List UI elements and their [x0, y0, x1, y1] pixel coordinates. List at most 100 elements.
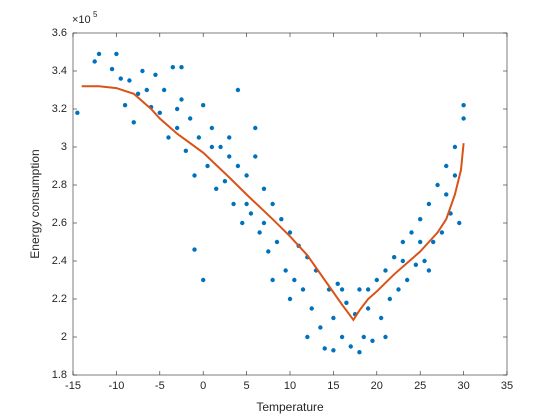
data-point	[166, 135, 171, 140]
y-tick-label: 3.6	[52, 27, 67, 39]
data-point	[426, 268, 432, 273]
data-point	[409, 230, 414, 235]
data-point	[218, 144, 223, 150]
data-point	[404, 277, 410, 283]
data-point	[179, 97, 184, 102]
data-point	[75, 110, 80, 116]
data-point	[270, 201, 275, 207]
x-tick-label: -10	[108, 380, 124, 392]
data-point	[435, 182, 440, 188]
data-point	[422, 258, 427, 264]
data-point	[131, 120, 136, 125]
data-point	[248, 211, 254, 216]
y-axis-label: Energy consumption	[28, 149, 42, 258]
x-tick-label: 0	[200, 380, 206, 392]
data-point	[253, 125, 258, 131]
data-point	[387, 296, 393, 302]
x-tick-label: 15	[327, 380, 339, 392]
data-point	[426, 201, 432, 207]
data-point	[461, 103, 466, 108]
data-point	[457, 220, 462, 226]
data-point	[157, 110, 162, 116]
data-point	[244, 201, 249, 207]
data-point	[283, 268, 288, 273]
data-point	[383, 268, 388, 273]
data-point	[135, 91, 141, 97]
data-point	[209, 144, 215, 150]
data-point	[357, 350, 362, 355]
data-point	[335, 281, 340, 286]
data-point	[357, 287, 362, 292]
data-point	[227, 135, 232, 140]
data-point	[92, 59, 97, 64]
data-point	[418, 239, 423, 245]
data-point	[179, 65, 184, 70]
data-point	[192, 173, 197, 178]
data-point	[253, 154, 258, 159]
y-tick-label: 3.2	[52, 103, 67, 115]
data-point	[227, 154, 232, 159]
x-tick-label: 25	[414, 380, 426, 392]
data-point	[231, 201, 236, 207]
y-tick-label: 2.6	[52, 217, 67, 229]
data-point	[400, 258, 406, 264]
data-point	[127, 78, 132, 83]
data-point	[187, 116, 193, 121]
data-point	[270, 277, 275, 283]
data-point	[209, 125, 215, 131]
data-point	[205, 163, 210, 169]
data-point	[240, 220, 245, 226]
data-point	[201, 277, 206, 283]
data-point	[331, 315, 336, 321]
data-point	[266, 249, 271, 254]
data-point	[235, 87, 241, 93]
y-tick-label: 2.8	[52, 179, 67, 191]
data-point	[431, 239, 436, 245]
y-tick-label: 2.4	[52, 255, 67, 267]
data-point	[418, 217, 423, 222]
data-point	[214, 186, 219, 191]
data-point	[391, 255, 397, 260]
data-point	[370, 338, 375, 343]
data-point	[222, 179, 228, 184]
y-tick-label: 3.4	[52, 65, 67, 77]
data-point	[292, 277, 297, 283]
data-point	[261, 220, 267, 226]
data-point	[339, 287, 345, 292]
data-point	[452, 173, 458, 178]
x-tick-label: 5	[244, 380, 250, 392]
y-multiplier-exponent: 5	[93, 10, 98, 19]
data-point	[374, 277, 379, 283]
x-tick-label: -15	[65, 380, 81, 392]
data-point	[274, 239, 280, 245]
x-axis-label: Temperature	[256, 400, 324, 414]
data-point	[261, 186, 267, 191]
data-point	[444, 163, 449, 169]
x-tick-label: 35	[501, 380, 513, 392]
x-tick-label: -5	[155, 380, 165, 392]
data-point	[122, 103, 128, 108]
data-point	[144, 87, 149, 93]
data-point	[305, 334, 310, 340]
fit-line	[81, 85, 465, 322]
data-point	[257, 230, 262, 235]
data-point	[287, 296, 293, 302]
data-point	[235, 163, 241, 169]
data-point	[244, 173, 249, 178]
data-point	[174, 125, 180, 131]
data-point	[318, 325, 323, 330]
y-tick-label: 1.8	[52, 369, 67, 381]
data-point	[452, 144, 458, 150]
y-tick-label: 2	[61, 331, 67, 343]
data-point	[183, 148, 189, 153]
data-point	[400, 239, 406, 245]
data-point	[396, 287, 401, 292]
data-point	[161, 87, 167, 93]
data-point	[344, 300, 349, 305]
y-tick-label: 3	[61, 141, 67, 153]
data-point	[192, 247, 197, 252]
x-tick-label: 10	[284, 380, 296, 392]
data-point	[309, 306, 314, 311]
x-tick-label: 30	[457, 380, 469, 392]
